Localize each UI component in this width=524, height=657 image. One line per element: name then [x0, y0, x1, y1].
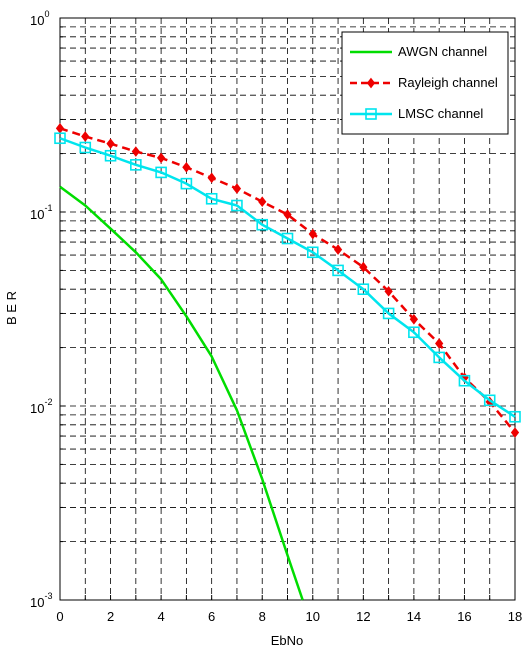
legend-label-lmsc: LMSC channel	[398, 106, 483, 121]
data-point-square	[205, 192, 218, 205]
data-point-square	[357, 283, 370, 296]
legend-box	[341, 31, 509, 135]
x-tick-label: 14	[407, 609, 421, 624]
data-point-diamond	[435, 338, 444, 349]
data-point-square	[130, 159, 142, 171]
data-point-square	[104, 149, 117, 162]
data-point-square	[332, 264, 344, 277]
data-point-square	[408, 326, 420, 339]
x-tick-label: 18	[508, 609, 522, 624]
data-point-diamond	[333, 244, 343, 255]
axis-ticks: 0 2 4 6 8 10 12 14 16 18 10-3 10-2 10-1 100	[30, 9, 522, 624]
data-point-square	[306, 246, 319, 259]
data-point-square	[365, 108, 377, 120]
data-point-square	[79, 141, 92, 154]
x-axis-label: EbNo	[271, 633, 304, 648]
data-point-diamond	[131, 146, 140, 157]
data-point-square	[483, 394, 496, 407]
data-point-diamond	[359, 261, 368, 273]
legend: AWGN channel Rayleigh channel LMSC chann…	[341, 31, 509, 135]
y-tick-label: 100	[30, 9, 49, 28]
data-point-square	[155, 166, 167, 179]
y-axis-label: B E R	[4, 291, 19, 325]
data-point-diamond	[182, 161, 191, 173]
data-point-diamond	[207, 172, 216, 184]
data-point-square	[433, 351, 445, 364]
data-point-square	[256, 218, 269, 231]
data-point-diamond	[156, 152, 166, 164]
x-tick-label: 16	[457, 609, 471, 624]
legend-label-rayleigh: Rayleigh channel	[398, 75, 498, 90]
data-point-diamond	[106, 138, 115, 149]
data-point-diamond	[308, 228, 317, 240]
x-tick-label: 6	[208, 609, 215, 624]
data-point-diamond	[258, 196, 267, 208]
data-point-diamond	[366, 77, 376, 89]
y-tick-label: 10-3	[30, 591, 52, 610]
x-tick-label: 12	[356, 609, 370, 624]
data-point-square	[180, 177, 193, 190]
data-point-diamond	[409, 313, 419, 325]
y-tick-label: 10-1	[30, 203, 52, 222]
series-lines	[54, 123, 521, 601]
series-line-3	[59, 137, 516, 418]
data-point-diamond	[283, 209, 292, 220]
data-point-diamond	[81, 131, 90, 142]
y-tick-label: 10-2	[30, 397, 52, 416]
data-point-square	[231, 199, 243, 212]
legend-label-awgn: AWGN channel	[398, 44, 487, 59]
x-tick-label: 8	[259, 609, 266, 624]
data-point-diamond	[232, 183, 242, 194]
x-tick-label: 2	[107, 609, 114, 624]
data-point-square	[281, 232, 294, 245]
x-tick-label: 4	[157, 609, 164, 624]
x-tick-label: 10	[306, 609, 320, 624]
data-point-square	[509, 410, 521, 423]
legend-samples	[350, 50, 392, 120]
data-point-square	[458, 374, 471, 387]
data-point-square	[382, 307, 395, 320]
data-point-square	[54, 132, 66, 145]
x-tick-label: 0	[56, 609, 63, 624]
data-point-diamond	[384, 286, 393, 297]
series-line-1	[59, 185, 304, 601]
data-point-diamond	[510, 427, 520, 438]
